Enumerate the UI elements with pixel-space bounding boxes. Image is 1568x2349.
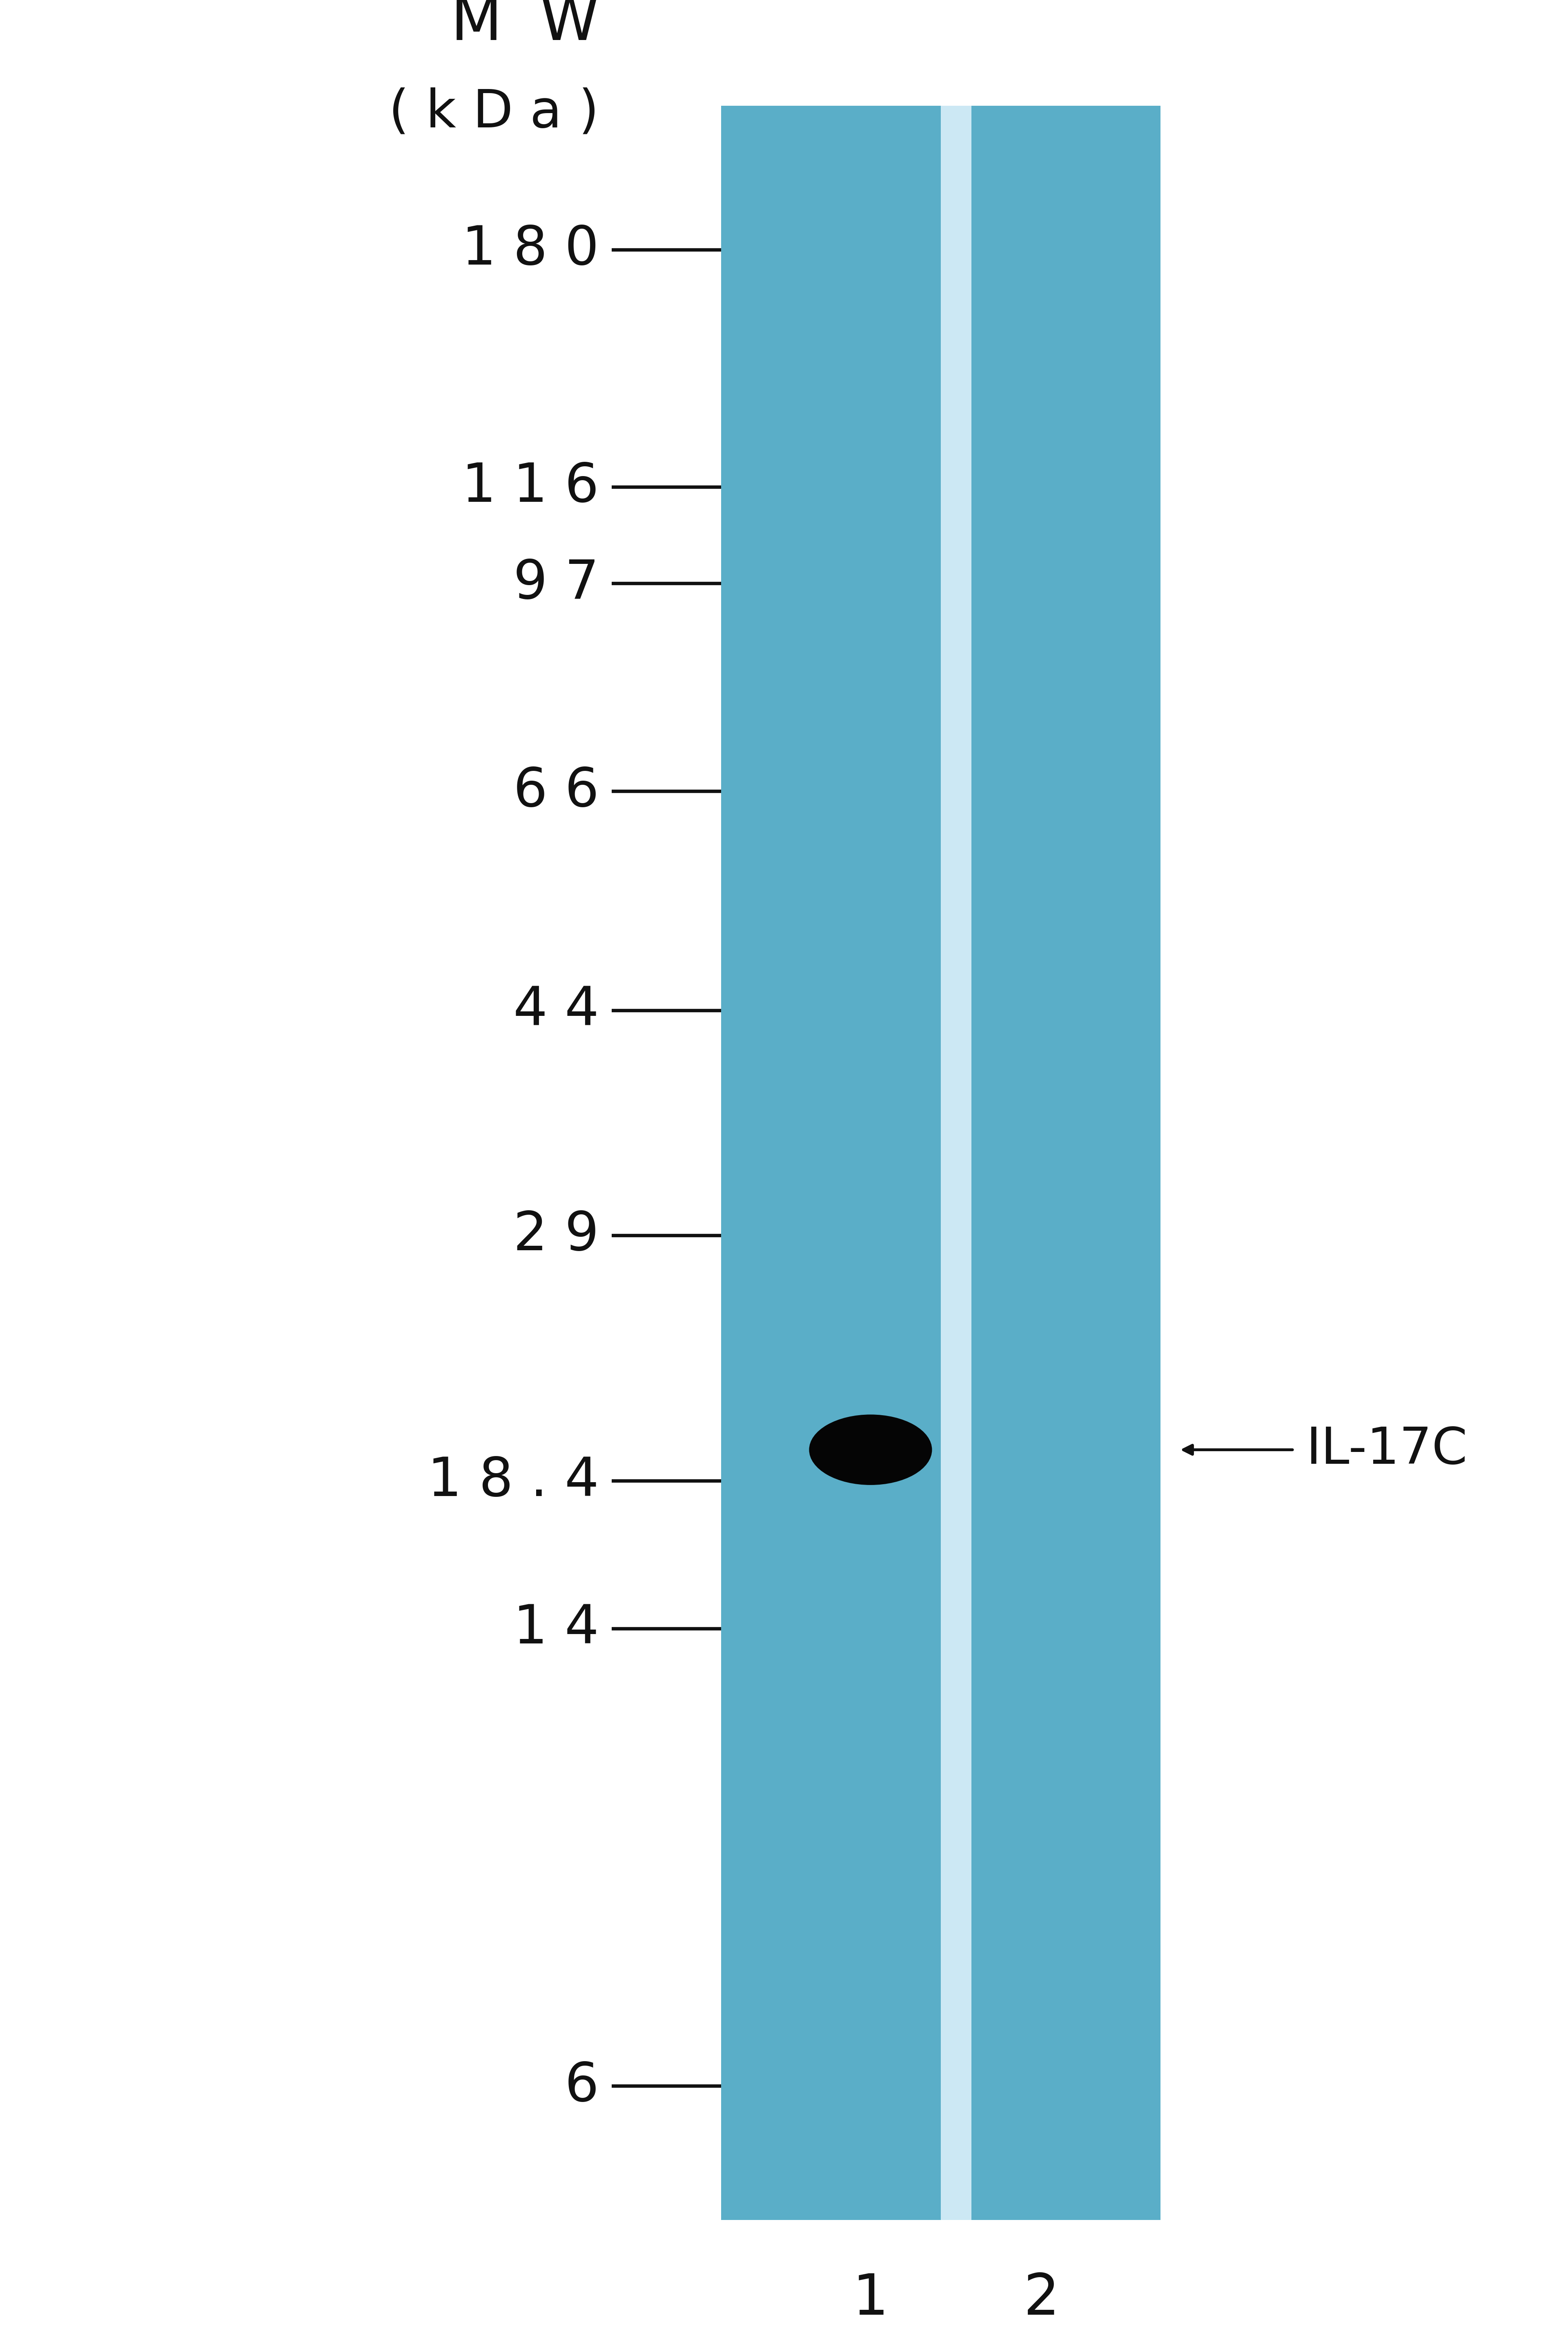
Text: M  W: M W (452, 0, 599, 52)
Text: 1: 1 (853, 2271, 889, 2326)
Text: 9 7: 9 7 (513, 557, 599, 608)
Text: 2 9: 2 9 (513, 1210, 599, 1261)
Text: 6 6: 6 6 (513, 766, 599, 817)
Text: 1 4: 1 4 (513, 1602, 599, 1654)
Text: 4 4: 4 4 (513, 984, 599, 1036)
Text: ( k D a ): ( k D a ) (389, 87, 599, 139)
Text: 6: 6 (564, 2060, 599, 2112)
Text: IL-17C: IL-17C (1306, 1426, 1468, 1475)
Text: 1 8 . 4: 1 8 . 4 (428, 1454, 599, 1508)
Text: 1 8 0: 1 8 0 (463, 223, 599, 275)
Bar (941, 106, 972, 2220)
Text: 2: 2 (1024, 2271, 1060, 2326)
Text: 1 1 6: 1 1 6 (463, 460, 599, 512)
Bar (721, 106, 1160, 2220)
Ellipse shape (809, 1414, 931, 1485)
